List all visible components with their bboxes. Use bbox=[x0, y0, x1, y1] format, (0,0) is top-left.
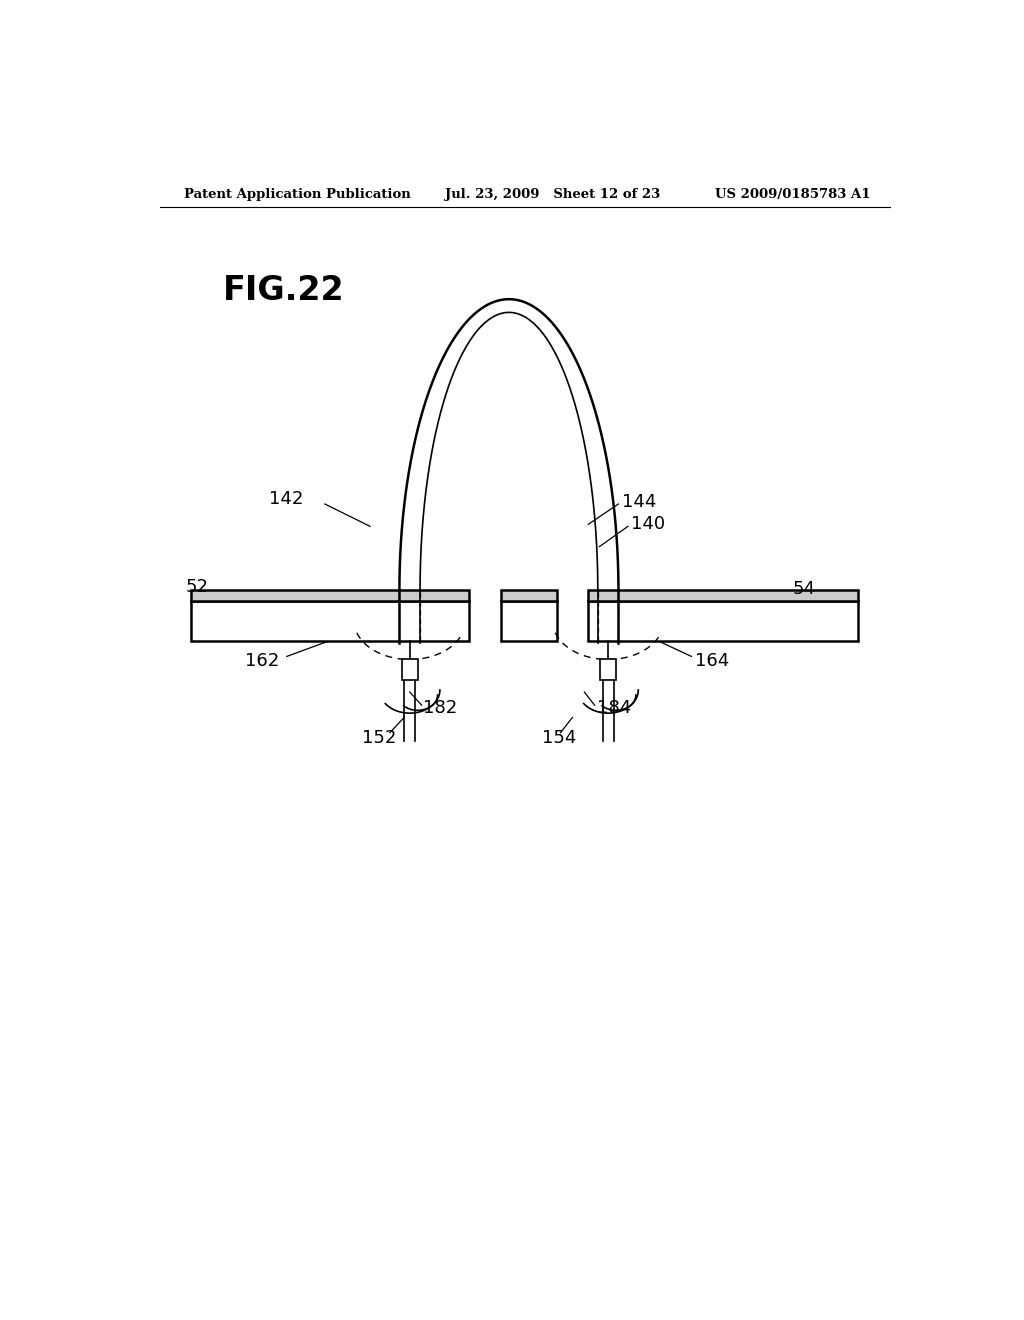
Text: 54: 54 bbox=[793, 581, 816, 598]
Text: FIG.22: FIG.22 bbox=[223, 275, 345, 308]
Text: 144: 144 bbox=[622, 492, 656, 511]
Text: 140: 140 bbox=[631, 515, 666, 533]
Text: 164: 164 bbox=[694, 652, 729, 669]
Bar bbox=[501, 601, 557, 642]
Text: US 2009/0185783 A1: US 2009/0185783 A1 bbox=[715, 189, 870, 202]
Bar bbox=[401, 660, 418, 680]
Bar bbox=[191, 590, 469, 601]
Text: Patent Application Publication: Patent Application Publication bbox=[183, 189, 411, 202]
Bar bbox=[191, 601, 469, 642]
Bar bbox=[600, 660, 616, 680]
Text: 142: 142 bbox=[269, 490, 304, 508]
Text: 154: 154 bbox=[543, 729, 577, 747]
Bar bbox=[588, 601, 858, 642]
Text: 184: 184 bbox=[597, 700, 631, 717]
Text: 182: 182 bbox=[423, 700, 458, 717]
Text: 52: 52 bbox=[185, 578, 208, 597]
Text: 152: 152 bbox=[362, 729, 396, 747]
Text: 162: 162 bbox=[246, 652, 280, 669]
Text: Jul. 23, 2009   Sheet 12 of 23: Jul. 23, 2009 Sheet 12 of 23 bbox=[445, 189, 660, 202]
Bar bbox=[588, 590, 858, 601]
Bar bbox=[501, 590, 557, 601]
